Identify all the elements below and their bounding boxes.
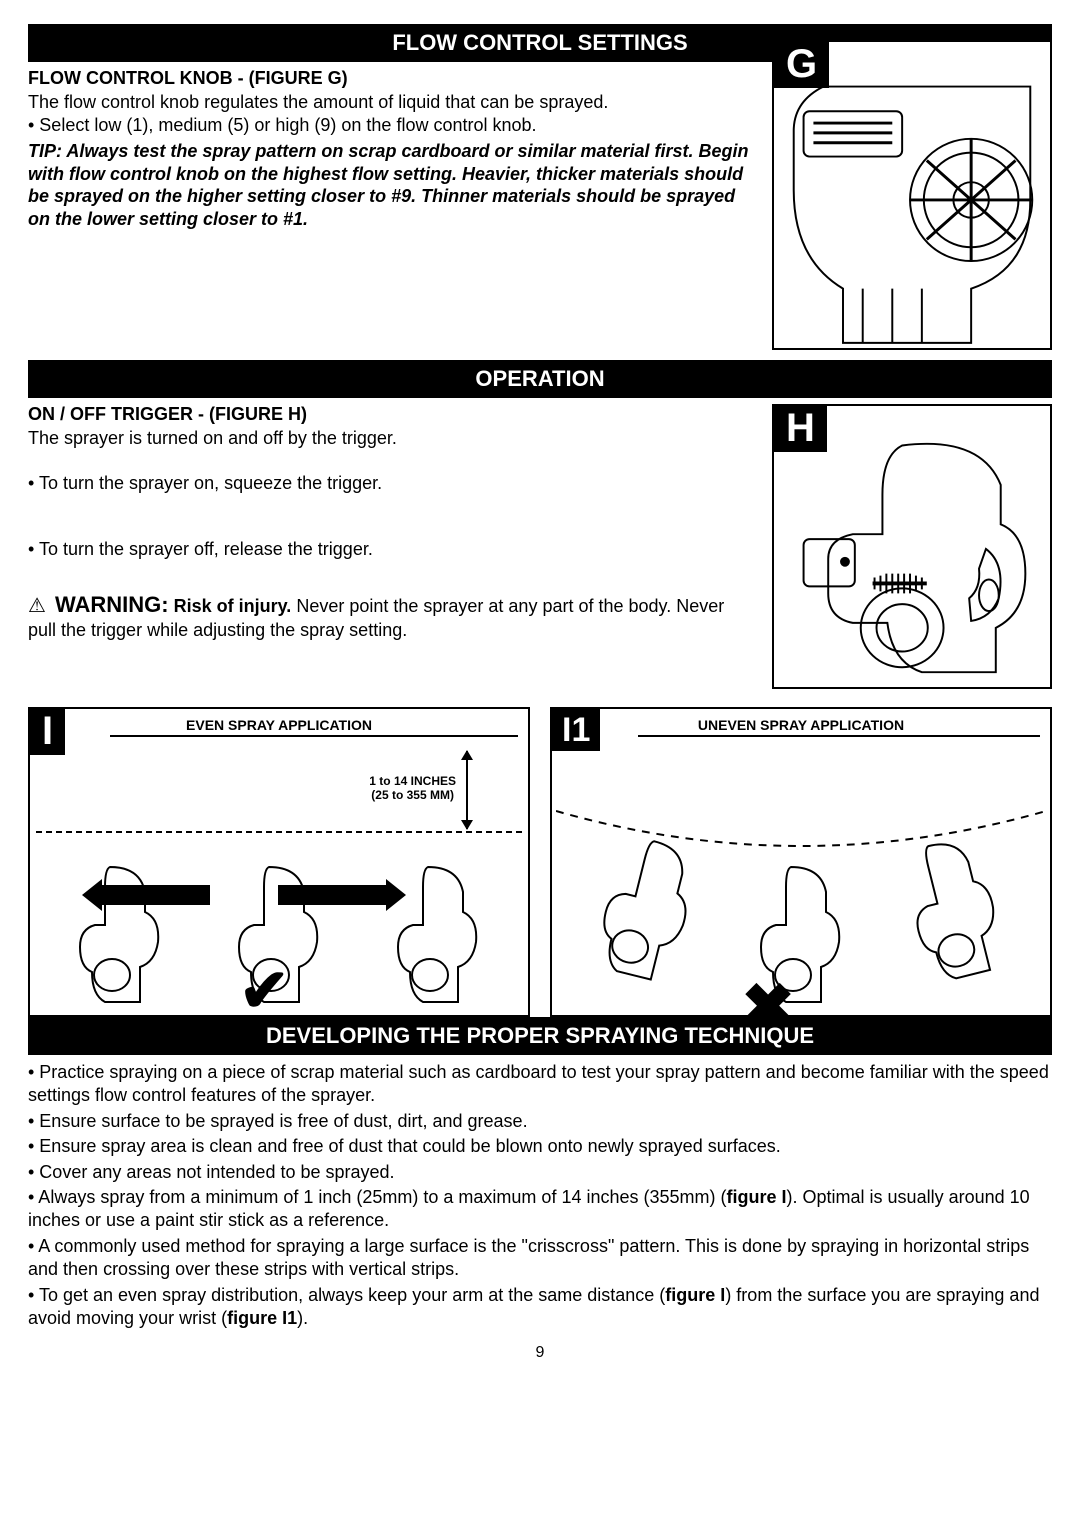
flow-p2: • Select low (1), medium (5) or high (9)… xyxy=(28,114,756,137)
technique-b7c: ). xyxy=(297,1308,308,1328)
range-line2: (25 to 355 MM) xyxy=(371,788,454,802)
operation-p2: • To turn the sprayer on, squeeze the tr… xyxy=(28,472,756,495)
operation-p3: • To turn the sprayer off, release the t… xyxy=(28,538,756,561)
range-arrow-icon xyxy=(466,751,468,829)
figure-i1-sprayers xyxy=(562,857,1040,1007)
technique-b3: • Ensure spray area is clean and free of… xyxy=(28,1135,1052,1158)
banner-technique: DEVELOPING THE PROPER SPRAYING TECHNIQUE xyxy=(28,1017,1052,1055)
figure-i1: I1 UNEVEN SPRAY APPLICATION ✖ xyxy=(550,707,1052,1017)
figure-h: H xyxy=(772,404,1052,689)
technique-b5-fig: figure I xyxy=(727,1187,787,1207)
figure-g-label: G xyxy=(774,42,829,88)
technique-b5a: • Always spray from a minimum of 1 inch … xyxy=(28,1187,727,1207)
check-mark-icon: ✔ xyxy=(239,961,289,1021)
technique-b6: • A commonly used method for spraying a … xyxy=(28,1235,1052,1282)
flow-text-column: FLOW CONTROL KNOB - (FIGURE G) The flow … xyxy=(28,68,756,230)
diagram-pair: I EVEN SPRAY APPLICATION 1 to 14 INCHES … xyxy=(28,707,1052,1017)
technique-b1: • Practice spraying on a piece of scrap … xyxy=(28,1061,1052,1108)
warning-word: WARNING: xyxy=(55,592,169,617)
sprayer-icon xyxy=(70,857,170,1007)
figure-i-dashed-line xyxy=(36,831,522,833)
technique-bullets: • Practice spraying on a piece of scrap … xyxy=(28,1061,1052,1330)
operation-p1: The sprayer is turned on and off by the … xyxy=(28,427,756,450)
warning-risk: Risk of injury. xyxy=(174,596,292,616)
operation-row: ON / OFF TRIGGER - (FIGURE H) The spraye… xyxy=(28,404,1052,689)
figure-i1-topline xyxy=(638,735,1040,737)
even-spray-title: EVEN SPRAY APPLICATION xyxy=(186,717,372,733)
page-number: 9 xyxy=(28,1344,1052,1362)
x-mark-icon: ✖ xyxy=(741,975,795,1039)
figure-g: G xyxy=(772,40,1052,350)
banner-operation: OPERATION xyxy=(28,360,1052,398)
figure-i1-label: I1 xyxy=(552,709,600,751)
figure-i-label: I xyxy=(30,709,65,755)
operation-text-column: ON / OFF TRIGGER - (FIGURE H) The spraye… xyxy=(28,404,756,641)
technique-b7a: • To get an even spray distribution, alw… xyxy=(28,1285,665,1305)
operation-warning: ⚠ WARNING: Risk of injury. Never point t… xyxy=(28,591,756,642)
figure-h-label: H xyxy=(774,406,827,452)
warning-triangle-icon: ⚠ xyxy=(28,594,46,619)
technique-b7-fig1: figure I xyxy=(665,1285,725,1305)
flow-subhead: FLOW CONTROL KNOB - (FIGURE G) xyxy=(28,68,756,89)
figure-i-topline xyxy=(110,735,518,737)
technique-b7: • To get an even spray distribution, alw… xyxy=(28,1284,1052,1331)
uneven-spray-title: UNEVEN SPRAY APPLICATION xyxy=(698,717,904,733)
operation-subhead: ON / OFF TRIGGER - (FIGURE H) xyxy=(28,404,756,425)
range-line1: 1 to 14 INCHES xyxy=(369,774,456,788)
technique-b4: • Cover any areas not intended to be spr… xyxy=(28,1161,1052,1184)
technique-b2: • Ensure surface to be sprayed is free o… xyxy=(28,1110,1052,1133)
flow-tip: TIP: Always test the spray pattern on sc… xyxy=(28,140,756,230)
technique-b7-fig2: figure I1 xyxy=(227,1308,297,1328)
sprayer-icon xyxy=(388,857,488,1007)
range-note: 1 to 14 INCHES (25 to 355 MM) xyxy=(369,775,456,803)
flow-section-row: FLOW CONTROL KNOB - (FIGURE G) The flow … xyxy=(28,68,1052,350)
flow-p1: The flow control knob regulates the amou… xyxy=(28,91,756,114)
figure-i: I EVEN SPRAY APPLICATION 1 to 14 INCHES … xyxy=(28,707,530,1017)
technique-b5: • Always spray from a minimum of 1 inch … xyxy=(28,1186,1052,1233)
